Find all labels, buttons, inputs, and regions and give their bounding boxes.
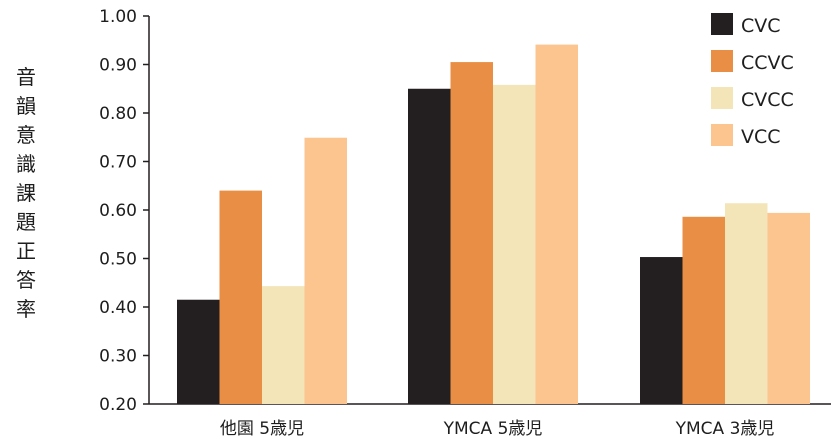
y-axis: 0.20 0.30 0.40 0.50 0.60 0.70 0.80 0.90 1.00 [99,7,150,415]
x-tick-label: YMCA 3歳児 [675,419,775,439]
bar-series [177,44,810,405]
bar-group [177,137,347,405]
legend-swatch [711,124,733,146]
legend-label: CVC [741,15,781,37]
bar [682,216,725,404]
y-tick-label: 0.30 [99,347,137,367]
legend-swatch [711,50,733,72]
bar [219,190,262,404]
bar [408,88,451,404]
y-tick-label: 0.40 [99,298,137,318]
legend-label: VCC [741,126,781,148]
legend-item: VCC [711,124,781,148]
y-tick-label: 0.50 [99,250,137,270]
y-tick-label: 0.80 [99,104,137,124]
y-axis-label: 音韻意識課題正答率 [16,65,36,321]
x-tick-label: YMCA 5歳児 [443,419,543,439]
bar [304,137,347,405]
bar [493,84,536,405]
legend-item: CVCC [711,87,794,111]
bar [640,257,683,404]
legend-label: CVCC [741,89,794,111]
legend-swatch [711,87,733,109]
x-tick-label: 他園 5歳児 [220,419,304,439]
y-tick-label: 1.00 [99,7,137,27]
x-axis: 他園 5歳児 YMCA 5歳児 YMCA 3歳児 [149,403,831,439]
legend-item: CVC [711,13,781,37]
bar [177,299,220,404]
y-axis-title: 音韻意識課題正答率 [16,65,36,321]
legend: CVC CCVC CVCC VCC [711,13,794,148]
legend-item: CCVC [711,50,794,74]
bar [767,212,810,404]
legend-label: CCVC [741,52,794,74]
bar [450,62,493,404]
bar [262,286,305,404]
y-tick-label: 0.60 [99,201,137,221]
y-tick-label: 0.90 [99,56,137,76]
bar [725,203,768,404]
bar [535,44,578,405]
y-tick-label: 0.70 [99,153,137,173]
legend-swatch [711,13,733,35]
bar-group [640,203,810,404]
y-tick-label: 0.20 [99,395,137,415]
bar-group [408,44,578,405]
